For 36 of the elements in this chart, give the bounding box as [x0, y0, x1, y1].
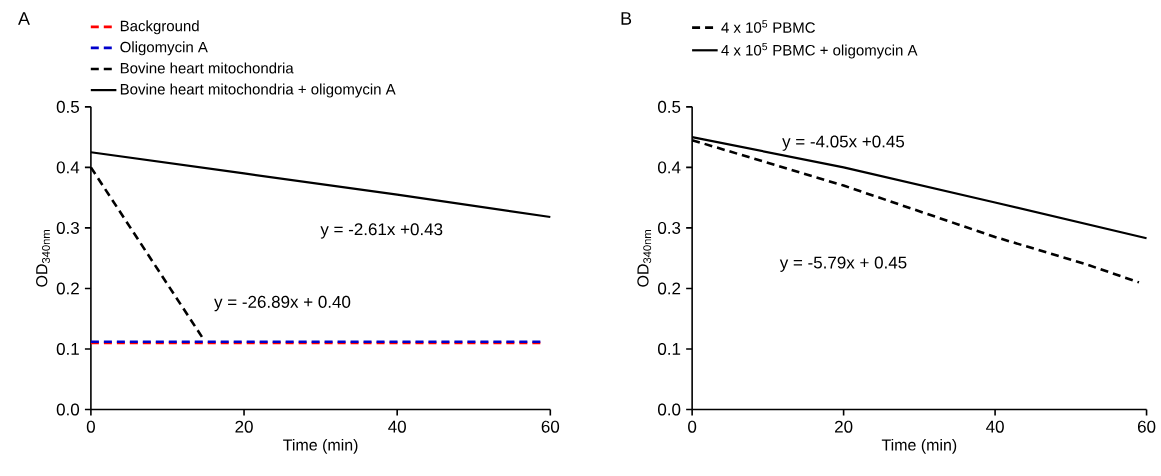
y-tick-label: 0.5	[658, 100, 681, 113]
legend-label: Background	[120, 20, 199, 35]
y-tick-label: 0.1	[658, 342, 681, 355]
y-tick-label: 0.4	[658, 161, 681, 174]
x-tick-label: 40	[388, 420, 406, 433]
annotation: y = -5.79x + 0.45	[779, 256, 907, 272]
y-tick-label: 0.2	[658, 282, 681, 295]
y-tick-label: 0.4	[56, 161, 80, 174]
x-tick-label: 40	[986, 420, 1004, 433]
legend-label: 4 x 10$^{5}$ PBMC	[721, 20, 815, 33]
y-tick-label: 0.1	[56, 342, 79, 355]
legend-label: Bovine heart mitochondria	[120, 62, 294, 74]
annotation: y = -26.89x + 0.40	[214, 295, 351, 312]
x-tick-label: 60	[541, 420, 560, 433]
legend-label: Oligomycin A	[120, 41, 208, 56]
y-axis-title: OD$_{340nm}$	[637, 229, 652, 287]
x-axis-title: Time (min)	[283, 438, 358, 454]
y-tick-label: 0.3	[658, 221, 681, 234]
x-axis-title: Time (min)	[881, 438, 957, 454]
x-tick-label: 20	[235, 420, 253, 433]
x-tick-label: 0	[86, 420, 95, 433]
y-tick-label: 0.0	[658, 403, 681, 416]
y-axis-title: OD$_{340nm}$	[36, 229, 50, 287]
y-tick-label: 0.5	[56, 100, 79, 113]
annotation: y = -2.61x +0.43	[320, 223, 443, 239]
chart-title: A	[18, 12, 30, 25]
annotation: y = -4.05x +0.45	[782, 135, 905, 151]
y-tick-label: 0.3	[56, 221, 79, 234]
chart-title: B	[621, 12, 632, 25]
x-tick-label: 60	[1137, 420, 1156, 433]
legend-label: 4 x 10$^{5}$ PBMC + oligomycin A	[721, 42, 918, 59]
y-tick-label: 0.2	[56, 282, 79, 295]
x-tick-label: 20	[835, 420, 853, 433]
y-tick-label: 0.0	[56, 403, 80, 416]
x-tick-label: 0	[688, 420, 697, 433]
legend-label: Bovine heart mitochondria + oligomycin A	[120, 83, 396, 98]
